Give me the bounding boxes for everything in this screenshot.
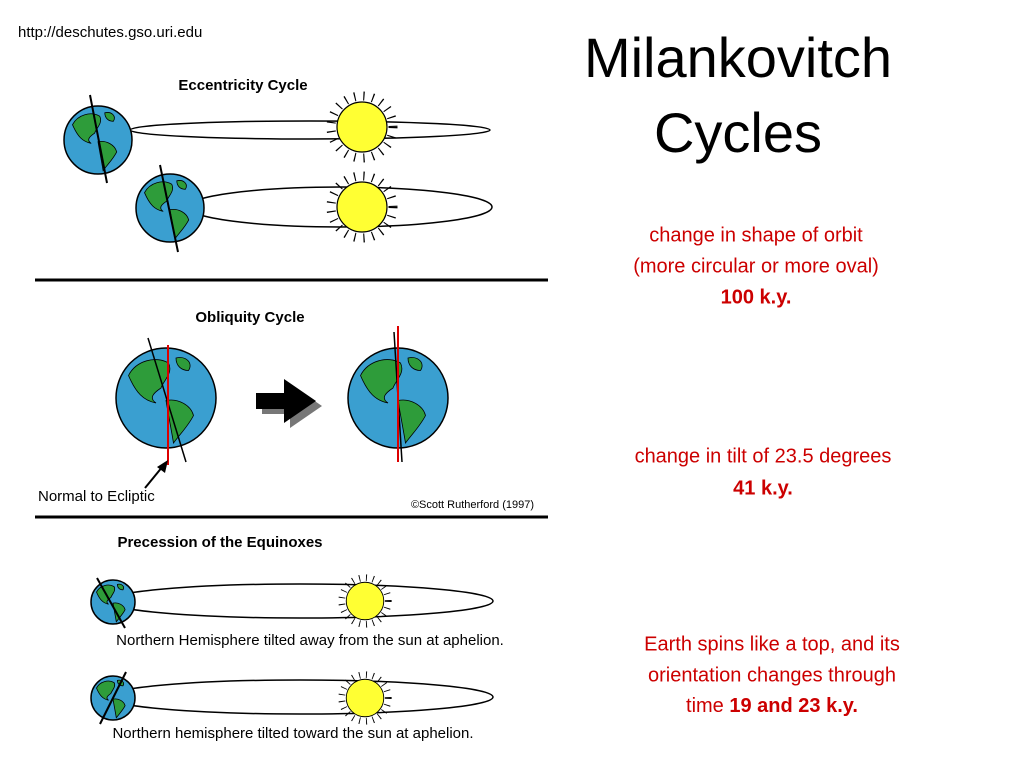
caption: Northern Hemisphere tilted away from the…: [116, 632, 504, 649]
caption: Northern hemisphere tilted toward the su…: [112, 725, 473, 742]
obliquity-illustration: [116, 326, 448, 489]
panel-label: Eccentricity Cycle: [178, 77, 307, 94]
precession-illustration: [91, 578, 494, 724]
period: 19 and 23 k.y.: [729, 695, 858, 717]
period: 100 k.y.: [721, 286, 792, 308]
description-line: (more circular or more oval): [633, 255, 879, 277]
panel-label: Precession of the Equinoxes: [117, 534, 322, 551]
description-line: time 19 and 23 k.y.: [686, 695, 858, 717]
panel-label: Obliquity Cycle: [195, 309, 304, 326]
axis-caption: Normal to Ecliptic: [38, 488, 155, 505]
description-line: orientation changes through: [648, 664, 896, 686]
description-line: change in shape of orbit: [649, 224, 863, 246]
period: 41 k.y.: [733, 477, 793, 499]
description-line: change in tilt of 23.5 degrees: [635, 445, 892, 467]
description-line: Earth spins like a top, and its: [644, 633, 900, 655]
title-line: Milankovitch: [584, 26, 892, 89]
credit: ©Scott Rutherford (1997): [411, 499, 534, 511]
source-url: http://deschutes.gso.uri.edu: [18, 24, 202, 41]
eccentricity-illustration: [64, 95, 493, 252]
description-text: time: [686, 695, 724, 717]
title-line: Cycles: [654, 101, 822, 164]
